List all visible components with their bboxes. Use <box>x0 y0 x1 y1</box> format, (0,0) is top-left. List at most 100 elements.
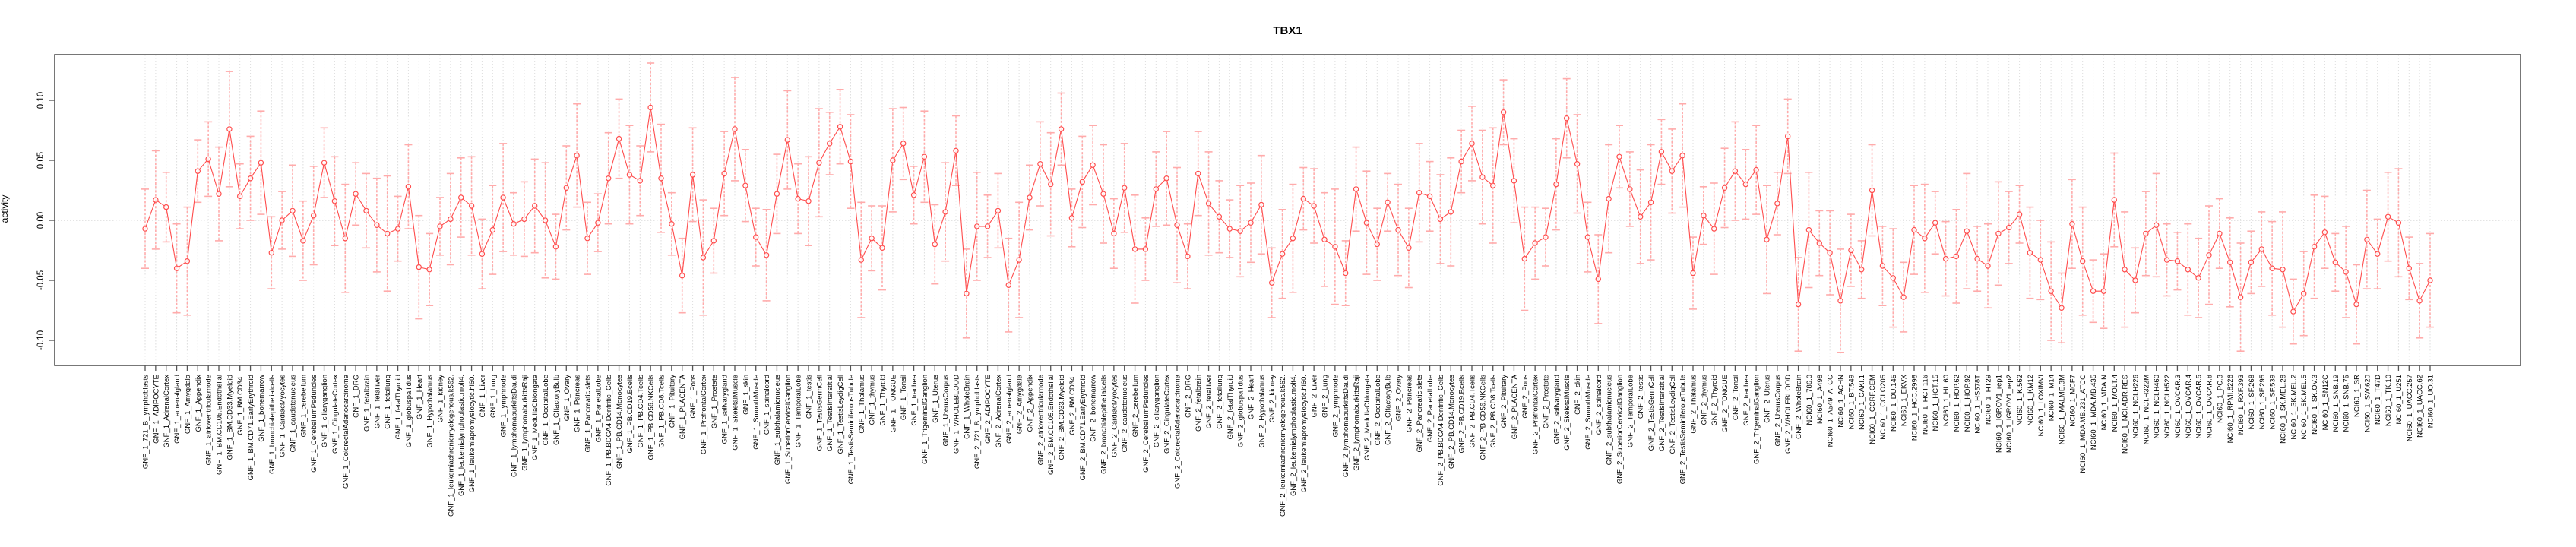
x-category-label: GNF_2_fetalbrain <box>1195 375 1203 432</box>
x-category-label: GNF_1_PB.CD14.Monocytes <box>616 375 624 469</box>
data-point <box>869 236 875 242</box>
x-category-label: NCI60_1_IGROV1_rep2 <box>2005 375 2014 453</box>
error-bar <box>383 175 391 292</box>
data-point <box>1985 263 1991 269</box>
data-point <box>1932 220 1938 226</box>
data-point <box>163 204 169 210</box>
data-point <box>2185 267 2191 273</box>
data-point <box>1658 149 1665 155</box>
data-point <box>2237 294 2244 300</box>
data-point <box>658 175 664 182</box>
data-point <box>1869 187 1875 194</box>
x-category-label: GNF_2_Pons <box>1521 375 1530 419</box>
error-bar <box>246 135 255 221</box>
data-point <box>500 194 506 201</box>
x-category-label: NCI60_1_M14 <box>2048 375 2056 421</box>
data-point <box>1353 186 1359 192</box>
error-bar <box>1321 191 1328 287</box>
data-point <box>1111 230 1117 237</box>
error-bar <box>1900 261 1908 333</box>
data-point <box>2416 298 2423 304</box>
data-point <box>363 207 369 214</box>
error-bar <box>2279 211 2286 328</box>
data-point <box>1079 179 1086 185</box>
x-category-label: GNF_1_leukemiachronicmyelogenous.k562. <box>447 375 455 517</box>
data-point <box>1964 228 1970 234</box>
x-category-label: GNF_1_Pons <box>689 375 698 419</box>
x-category-label: NCI60_1_OVCAR.5 <box>2195 375 2204 438</box>
data-point <box>2206 252 2212 258</box>
x-category-label: NCI60_1_MDA.MB.231_ATCC <box>2079 375 2087 473</box>
x-category-label: GNF_2_bonemarrow <box>1090 375 1098 442</box>
x-category-label: GNF_2_Heart <box>1248 375 1256 419</box>
x-category-label: NCI60_1_U251 <box>2395 375 2404 425</box>
data-point <box>1489 182 1496 188</box>
data-point <box>900 141 907 147</box>
x-category-label: GNF_2_atrioventricularnode <box>1036 375 1045 465</box>
x-category-label: GNF_1_spinalcord <box>763 375 771 435</box>
data-point <box>290 207 296 214</box>
x-category-label: NCI60_1_DU.145 <box>1890 375 1898 432</box>
error-bar <box>1109 198 1118 270</box>
data-point <box>995 207 1002 214</box>
data-point <box>2090 288 2097 294</box>
data-point <box>679 273 685 279</box>
data-point <box>405 184 412 190</box>
x-category-label: GNF_2_spinalcord <box>1595 375 1603 435</box>
x-category-label: GNF_1_PB.BDCA4.Dentritic_Cells <box>605 375 613 486</box>
data-point <box>2406 265 2412 271</box>
x-category-label: GNF_1_PrefrontalCortex <box>700 375 708 454</box>
x-category-label: NCI60_1_A549_ATCC <box>1827 375 1835 447</box>
error-bar <box>372 177 381 273</box>
data-point <box>2332 259 2338 265</box>
data-point <box>973 223 980 229</box>
x-category-label: GNF_1_Liver <box>479 375 487 418</box>
data-point <box>1142 246 1149 252</box>
x-category-label: GNF_2_Liver <box>1311 375 1319 418</box>
error-bar <box>352 162 360 226</box>
x-category-label: GNF_2_ciliaryganglion <box>1153 375 1161 447</box>
data-point <box>1805 226 1812 233</box>
data-point <box>1416 189 1422 196</box>
x-category-label: GNF_2_TemporalLobe <box>1626 375 1635 447</box>
x-category-label: NCI60_1_SR <box>2353 375 2362 417</box>
x-category-label: GNF_2_PrefrontalCortex <box>1532 375 1540 454</box>
x-category-label: NCI60_1_786.0 <box>1805 375 1814 425</box>
x-category-label: GNF_2_PB.CD8.Tcells <box>1489 375 1498 448</box>
data-point <box>964 290 970 297</box>
x-category-label: NCI60_1_SF.539 <box>2269 375 2277 429</box>
x-category-label: GNF_2_subthalamicnucleus <box>1606 375 1614 466</box>
data-point <box>1848 247 1854 254</box>
data-point <box>1774 201 1780 207</box>
error-bar <box>636 145 644 217</box>
data-point <box>637 178 644 184</box>
data-point <box>1616 153 1622 160</box>
data-point <box>805 198 812 204</box>
error-bar <box>1805 172 1813 289</box>
x-category-label: GNF_1_OlfactoryBulb <box>552 375 561 445</box>
data-point <box>1732 168 1739 174</box>
data-point <box>1205 201 1212 207</box>
x-category-label: NCI60_1_RXF.393 <box>2237 375 2245 435</box>
data-point <box>311 213 317 219</box>
error-bar <box>1173 166 1181 284</box>
data-point <box>2321 229 2328 236</box>
error-bar <box>2405 236 2413 301</box>
data-point <box>173 265 180 271</box>
x-category-label: GNF_1_subthalamicnucleus <box>774 375 782 466</box>
data-point <box>732 126 738 132</box>
x-category-label: GNF_2_kidney <box>1268 375 1277 423</box>
data-point <box>1816 240 1822 246</box>
x-category-label: NCI60_1_MOLT.4 <box>2111 375 2119 432</box>
data-point <box>1827 250 1833 256</box>
x-category-label: GNF_2_Pancreaticislets <box>1416 375 1424 453</box>
data-point <box>489 226 496 233</box>
x-category-label: GNF_2_PB.CD14.Monocytes <box>1448 375 1456 469</box>
x-category-label: GNF_1_TrigeminalGanglion <box>921 375 929 464</box>
x-category-label: GNF_2_CingulateCortex <box>1163 375 1172 454</box>
x-category-label: GNF_1_Pituitary <box>668 375 676 428</box>
error-bar <box>1763 185 1771 295</box>
data-point <box>784 137 791 143</box>
data-point <box>1574 160 1581 167</box>
